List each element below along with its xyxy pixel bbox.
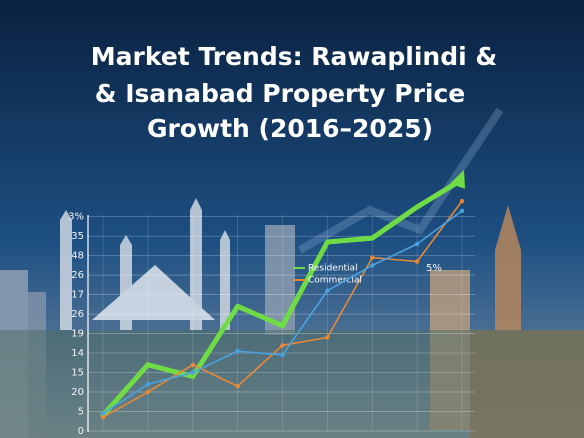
point	[145, 362, 151, 368]
point	[414, 241, 420, 247]
annotation: 5%	[426, 263, 442, 274]
point	[190, 362, 195, 367]
point	[280, 352, 285, 358]
title-line: Market Trends: Rawaplindi &	[91, 42, 497, 71]
point	[370, 255, 375, 260]
title-line: & Isanabad Property Price	[95, 79, 466, 108]
y-tick-label: 5	[78, 407, 84, 418]
point	[324, 239, 330, 245]
point	[235, 303, 241, 309]
y-tick-label: 35	[71, 231, 84, 242]
point	[459, 198, 465, 204]
legend-label: Commercial	[308, 276, 362, 286]
y-tick-label: 26	[71, 270, 84, 281]
point	[325, 335, 330, 340]
point	[235, 348, 240, 354]
point	[414, 259, 420, 264]
point	[280, 323, 285, 329]
y-tick-label: 48	[71, 251, 84, 262]
y-tick-label: 3%	[68, 212, 84, 223]
point	[280, 343, 285, 348]
y-tick-label: 15	[71, 368, 84, 379]
y-tick-label: 20	[71, 387, 84, 398]
legend-label: Residential	[308, 264, 358, 274]
point	[145, 382, 151, 387]
point	[459, 208, 465, 214]
y-tick-label: 17	[71, 290, 84, 301]
point	[145, 389, 151, 395]
point	[369, 235, 375, 241]
title-line: Growth (2016–2025)	[147, 114, 433, 143]
point	[235, 383, 240, 389]
arrow-head	[450, 169, 465, 189]
point	[100, 411, 106, 416]
skyline	[0, 107, 584, 438]
y-tick-label: 26	[71, 309, 84, 320]
y-tick-label: 19	[71, 329, 84, 340]
point	[100, 415, 106, 420]
point	[190, 373, 196, 379]
point	[414, 204, 420, 210]
point	[190, 370, 195, 375]
point	[370, 263, 375, 268]
point	[325, 288, 330, 293]
y-tick-label: 14	[71, 348, 84, 359]
y-tick-label: 0	[78, 426, 84, 437]
